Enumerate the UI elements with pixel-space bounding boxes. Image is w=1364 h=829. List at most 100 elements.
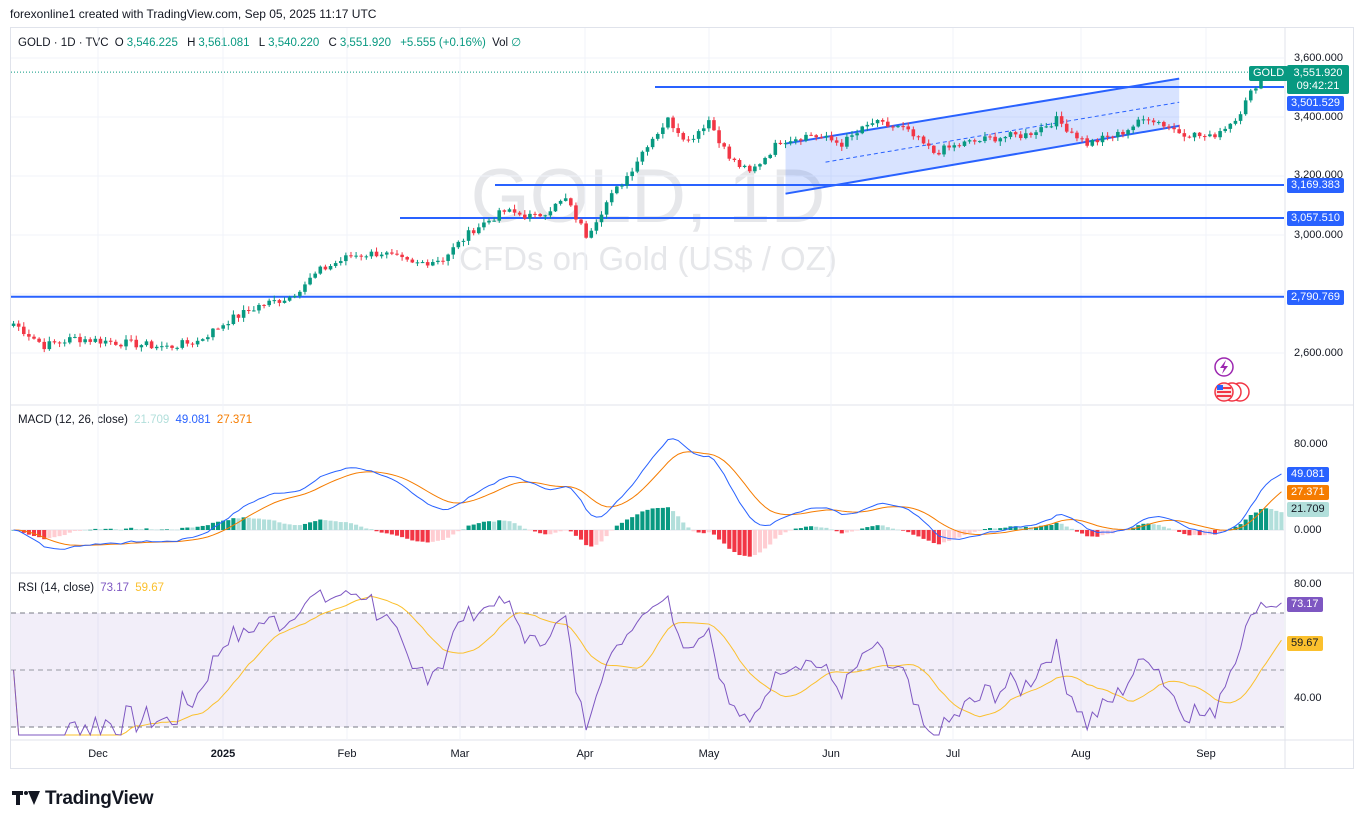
- watermark-description: CFDs on Gold (US$ / OZ): [459, 240, 837, 277]
- candle-down: [185, 340, 190, 344]
- macd-hist-bar: [860, 528, 865, 530]
- rsi-legend[interactable]: RSI (14, close) 73.17 59.67: [18, 582, 167, 594]
- candle-up: [1136, 119, 1141, 127]
- candle-down: [916, 136, 921, 138]
- macd-hist-bar: [788, 530, 793, 531]
- rsi-value-badge: 73.17: [1287, 597, 1323, 612]
- rsi-ma-line[interactable]: [13, 595, 1282, 736]
- last-price-badge[interactable]: 3,551.920 09:42:21: [1287, 65, 1349, 94]
- candle-up: [175, 347, 179, 349]
- candle-up: [558, 200, 563, 204]
- macd-hist-bar: [957, 530, 962, 538]
- macd-hist-bar: [737, 530, 742, 556]
- tradingview-logo[interactable]: TradingView: [12, 788, 154, 810]
- macd-hist-bar: [292, 525, 297, 530]
- candle-up: [1218, 131, 1222, 138]
- macd-hist-bar: [108, 528, 113, 530]
- candle-up: [978, 141, 982, 143]
- channel-upper-line[interactable]: [785, 77, 1180, 145]
- candle-up: [476, 227, 481, 234]
- macd-hist-bar: [1049, 525, 1054, 530]
- candle-down: [1095, 140, 1100, 143]
- macd-hist-bar: [1146, 523, 1151, 530]
- candle-up: [635, 161, 640, 172]
- level-badge[interactable]: 3,169.383: [1287, 178, 1344, 193]
- candle-up: [313, 273, 317, 278]
- candle-up: [967, 140, 972, 142]
- candle-down: [114, 341, 118, 345]
- macd-hist-bar: [931, 530, 936, 544]
- level-badge[interactable]: 3,501.529: [1287, 96, 1344, 111]
- macd-signal-line[interactable]: [13, 451, 1282, 546]
- candle-down: [1085, 138, 1089, 146]
- candle-up: [563, 198, 568, 201]
- macd-hist-bar: [1274, 510, 1279, 530]
- candle-down: [814, 135, 819, 138]
- macd-hist-bar: [1013, 526, 1018, 530]
- macd-hist-bar: [855, 530, 860, 531]
- macd-hist-bar: [1197, 530, 1202, 536]
- lightning-icon[interactable]: [1214, 357, 1234, 377]
- macd-hist-bar: [558, 530, 563, 532]
- candle-down: [1167, 126, 1171, 128]
- macd-hist-bar: [686, 527, 691, 530]
- macd-hist-bar: [885, 527, 890, 530]
- macd-signal-badge: 27.371: [1287, 485, 1329, 500]
- rsi-line[interactable]: [13, 589, 1282, 737]
- macd-hist-bar: [420, 530, 425, 542]
- candle-up: [594, 222, 599, 231]
- macd-hist-bar: [645, 509, 650, 530]
- candle-up: [998, 138, 1003, 142]
- candle-down: [947, 145, 951, 148]
- x-tick: Feb: [337, 748, 357, 760]
- macd-hist-bar: [369, 529, 374, 530]
- level-badge[interactable]: 2,790.769: [1287, 290, 1344, 305]
- channel-mid-line[interactable]: [825, 101, 1180, 163]
- macd-hist-bar: [308, 522, 313, 530]
- candle-down: [57, 342, 62, 344]
- macd-hist-bar: [941, 530, 947, 543]
- macd-line[interactable]: [13, 438, 1282, 550]
- macd-label[interactable]: MACD (12, 26, close): [18, 414, 128, 426]
- candle-up: [430, 262, 435, 266]
- candle-up: [1238, 114, 1243, 121]
- macd-hist-bar: [798, 528, 803, 530]
- symbol-badge[interactable]: GOLD: [1249, 66, 1289, 81]
- macd-hist-bar: [982, 529, 987, 530]
- price-tick: 3,600.000: [1294, 52, 1343, 64]
- macd-histogram[interactable]: [11, 507, 1284, 557]
- candle-up: [528, 213, 532, 219]
- candle-up: [154, 346, 159, 349]
- x-tick: Mar: [450, 748, 470, 760]
- candle-up: [625, 176, 629, 186]
- candles-group[interactable]: [11, 67, 1284, 353]
- macd-hist-bar: [722, 530, 727, 544]
- candle-up: [497, 210, 502, 221]
- macd-legend[interactable]: MACD (12, 26, close) 21.709 49.081 27.37…: [18, 414, 255, 426]
- candle-up: [1248, 90, 1253, 101]
- macd-hist-bar: [93, 528, 98, 530]
- macd-hist-bar: [548, 530, 553, 535]
- candle-down: [359, 255, 363, 257]
- macd-hist-bar: [604, 530, 609, 537]
- candle-up: [1156, 122, 1161, 124]
- macd-hist-bar: [77, 530, 83, 531]
- macd-hist-bar: [568, 530, 573, 532]
- channel-fill[interactable]: [785, 78, 1180, 194]
- macd-hist-bar: [895, 529, 901, 531]
- candle-up: [753, 166, 757, 172]
- rsi-label[interactable]: RSI (14, close): [18, 582, 95, 594]
- macd-hist-bar: [512, 523, 517, 530]
- us-flag-event-icon[interactable]: [1214, 382, 1250, 402]
- candle-up: [492, 220, 496, 222]
- level-badge[interactable]: 3,057.510: [1287, 211, 1344, 226]
- macd-hist-bar: [1212, 530, 1218, 535]
- macd-hist-bar: [967, 530, 972, 534]
- candle-up: [308, 277, 312, 285]
- macd-hist-bar: [297, 525, 302, 530]
- symbol-name[interactable]: GOLD · 1D · TVC: [18, 37, 109, 49]
- macd-hist-bar: [1177, 530, 1182, 533]
- candle-up: [783, 143, 788, 145]
